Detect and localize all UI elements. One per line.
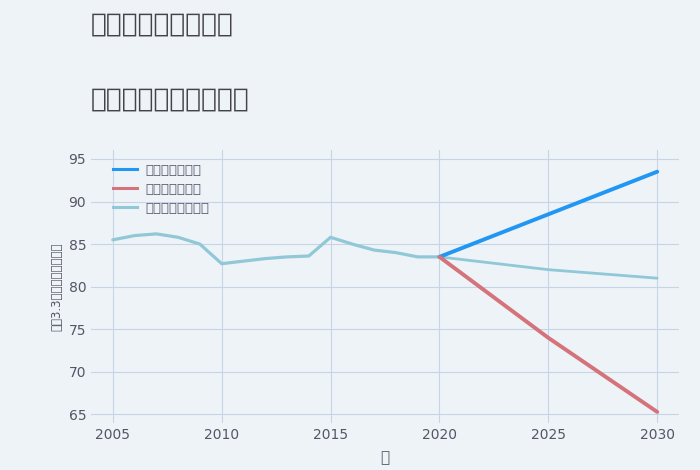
- Text: 愛知県一宮市笹野の: 愛知県一宮市笹野の: [91, 12, 234, 38]
- Legend: グッドシナリオ, バッドシナリオ, ノーマルシナリオ: グッドシナリオ, バッドシナリオ, ノーマルシナリオ: [109, 160, 213, 219]
- Text: 中古戸建ての価格推移: 中古戸建ての価格推移: [91, 87, 250, 113]
- X-axis label: 年: 年: [380, 450, 390, 465]
- Y-axis label: 坪（3.3㎡）単価（万円）: 坪（3.3㎡）単価（万円）: [50, 243, 63, 331]
